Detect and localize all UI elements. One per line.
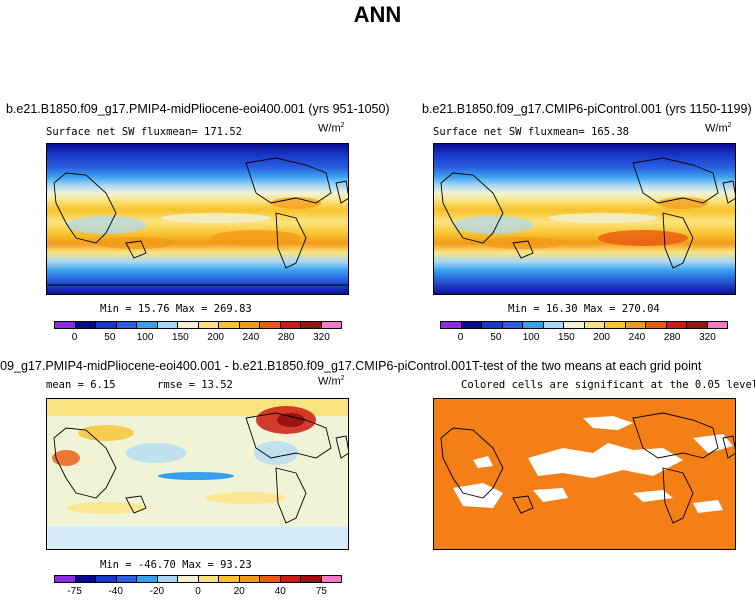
colorbar-tick-label: 50	[490, 332, 502, 343]
colorbar-swatch	[157, 322, 178, 328]
colorbar-tick-label: 75	[315, 586, 327, 597]
colorbar-tick-label: 150	[558, 332, 575, 343]
colorbar-picontrol	[440, 321, 728, 329]
colorbar-pliocene	[54, 321, 342, 329]
colorbar-swatch	[198, 576, 219, 582]
panel-title-difference-clip: b.e21.B1850.f09_g17.PMIP4-midPliocene-eo…	[0, 359, 472, 377]
colorbar-tick-label: 240	[242, 332, 260, 343]
colorbar-tick-label: 20	[233, 586, 245, 597]
colorbar-swatch	[666, 322, 687, 328]
colorbar-swatch	[75, 322, 96, 328]
colorbar-tick-label: 320	[313, 332, 330, 343]
colorbar-swatch	[157, 576, 178, 582]
colorbar-ticks-pliocene: 0 50 100 150 200 240 280 320	[54, 331, 342, 345]
colorbar-swatch	[482, 322, 503, 328]
colorbar-tick-label: 40	[274, 586, 286, 597]
colorbar-swatch	[75, 576, 96, 582]
colorbar-ticks-difference: -75 -40 -20 0 20 40 75	[54, 585, 342, 599]
colorbar-swatch	[178, 322, 199, 328]
colorbar-swatch	[646, 322, 667, 328]
mean-value: mean= 171.52	[166, 126, 242, 138]
colorbar-swatch	[523, 322, 544, 328]
colorbar-swatch	[260, 576, 281, 582]
mean-value-difference: mean = 6.15	[46, 379, 116, 391]
colorbar-swatch	[219, 322, 240, 328]
colorbar-swatch	[441, 322, 462, 328]
colorbar-tick-label: 200	[593, 332, 610, 343]
colorbar-swatch	[321, 322, 341, 328]
colorbar-swatch	[564, 322, 585, 328]
panel-subtitle-ttest: Colored cells are significant at the 0.0…	[461, 379, 755, 391]
map-ttest-significance	[433, 398, 736, 550]
colorbar-tick-label: -20	[149, 586, 165, 597]
colorbar-swatch	[543, 322, 564, 328]
colorbar-swatch	[55, 322, 76, 328]
colorbar-swatch	[625, 322, 646, 328]
colorbar-tick-label: -40	[108, 586, 123, 597]
colorbar-tick-label: 0	[195, 586, 201, 597]
panel-title-ttest: T-test of the two means at each grid poi…	[472, 359, 702, 373]
variable-name: Surface net SW flux	[433, 126, 554, 138]
units-label: W/m2	[318, 122, 345, 135]
colorbar-swatch	[280, 576, 301, 582]
map-pliocene-sw-flux	[46, 143, 349, 295]
colorbar-tick-label: 200	[207, 332, 224, 343]
map-difference	[46, 398, 349, 550]
panel-subtitle-picontrol: Surface net SW fluxmean= 165.38	[433, 126, 629, 138]
minmax-pliocene: Min = 15.76 Max = 269.83	[100, 303, 252, 315]
colorbar-tick-label: -75	[67, 586, 82, 597]
colorbar-swatch	[301, 576, 322, 582]
colorbar-swatch	[137, 576, 158, 582]
colorbar-ticks-picontrol: 0 50 100 150 200 240 280 320	[440, 331, 728, 345]
colorbar-tick-label: 280	[663, 332, 681, 343]
colorbar-swatch	[116, 322, 137, 328]
colorbar-swatch	[198, 322, 219, 328]
colorbar-tick-label: 100	[136, 332, 154, 343]
panel-title-picontrol: b.e21.B1850.f09_g17.CMIP6-piControl.001 …	[422, 102, 752, 116]
page-title: ANN	[353, 2, 402, 27]
minmax-picontrol: Min = 16.30 Max = 270.04	[508, 303, 660, 315]
colorbar-swatch	[178, 576, 199, 582]
colorbar-swatch	[280, 322, 301, 328]
panel-subtitle-pliocene: Surface net SW fluxmean= 171.52	[46, 126, 242, 138]
colorbar-tick-label: 0	[71, 332, 78, 343]
colorbar-difference	[54, 575, 342, 583]
units-label: W/m2	[318, 375, 345, 388]
mean-value: mean= 165.38	[553, 126, 629, 138]
colorbar-swatch	[687, 322, 708, 328]
colorbar-swatch	[502, 322, 523, 328]
colorbar-swatch	[219, 576, 240, 582]
colorbar-tick-label: 100	[522, 332, 540, 343]
colorbar-swatch	[584, 322, 605, 328]
colorbar-tick-label: 320	[699, 332, 716, 343]
colorbar-tick-label: 0	[457, 332, 464, 343]
variable-name: Surface net SW flux	[46, 126, 167, 138]
colorbar-swatch	[96, 322, 117, 328]
colorbar-swatch	[260, 322, 281, 328]
colorbar-swatch	[301, 322, 322, 328]
minmax-difference: Min = -46.70 Max = 93.23	[100, 559, 252, 571]
map-picontrol-sw-flux	[433, 143, 736, 295]
rmse-value-difference: rmse = 13.52	[157, 379, 233, 391]
colorbar-tick-label: 240	[628, 332, 646, 343]
colorbar-swatch	[137, 322, 158, 328]
colorbar-swatch	[321, 576, 341, 582]
colorbar-tick-label: 50	[104, 332, 116, 343]
units-label: W/m2	[705, 122, 732, 135]
colorbar-tick-label: 280	[277, 332, 295, 343]
colorbar-swatch	[239, 576, 260, 582]
colorbar-tick-label: 150	[172, 332, 189, 343]
colorbar-swatch	[116, 576, 137, 582]
colorbar-swatch	[239, 322, 260, 328]
colorbar-swatch	[461, 322, 482, 328]
colorbar-swatch	[707, 322, 727, 328]
panel-title-difference: b.e21.B1850.f09_g17.PMIP4-midPliocene-eo…	[0, 359, 472, 373]
colorbar-swatch	[96, 576, 117, 582]
panel-title-pliocene: b.e21.B1850.f09_g17.PMIP4-midPliocene-eo…	[6, 102, 390, 116]
colorbar-swatch	[605, 322, 626, 328]
colorbar-swatch	[55, 576, 76, 582]
